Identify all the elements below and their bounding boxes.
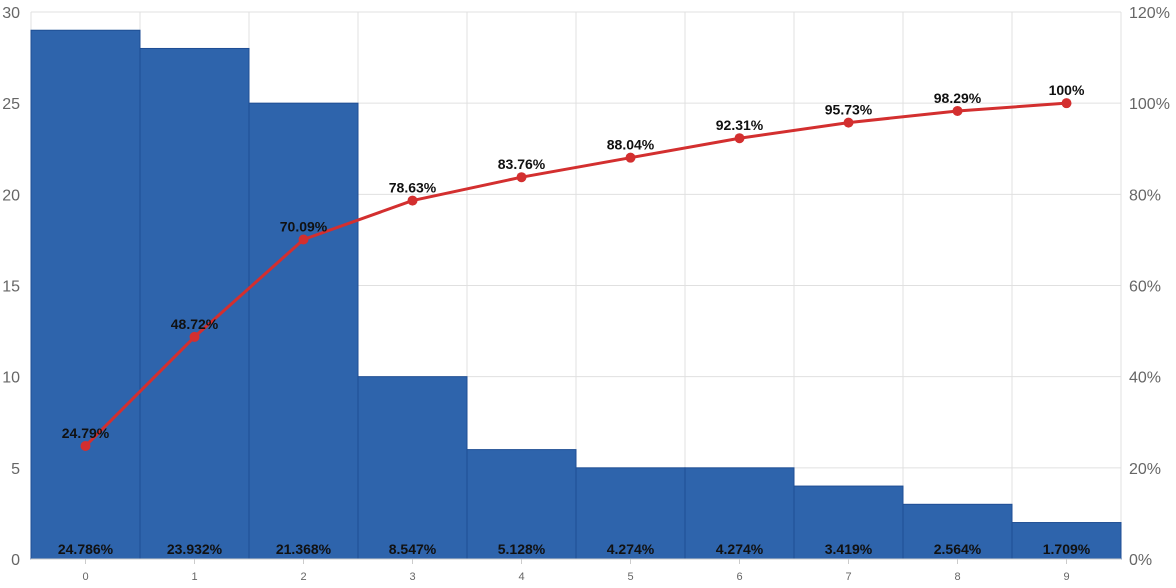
y-right-tick-label: 100% bbox=[1129, 96, 1170, 113]
cumulative-point bbox=[952, 105, 963, 116]
cumulative-point bbox=[734, 133, 745, 144]
y-left-tick-label: 10 bbox=[2, 370, 20, 387]
y-left-tick-label: 0 bbox=[11, 552, 20, 569]
y-left-tick-label: 25 bbox=[2, 96, 20, 113]
cumulative-data-label: 100% bbox=[1049, 82, 1085, 98]
cumulative-data-label: 98.29% bbox=[934, 90, 982, 106]
y-right-tick-label: 60% bbox=[1129, 279, 1161, 296]
y-right-tick-label: 80% bbox=[1129, 187, 1161, 204]
x-tick-label: 3 bbox=[409, 571, 415, 583]
cumulative-data-label: 78.63% bbox=[389, 180, 437, 196]
bar-data-label: 3.419% bbox=[825, 541, 873, 557]
cumulative-data-label: 95.73% bbox=[825, 102, 873, 118]
bar-data-label: 24.786% bbox=[58, 541, 114, 557]
x-tick-label: 4 bbox=[518, 571, 524, 583]
cumulative-point bbox=[1061, 98, 1072, 109]
cumulative-data-label: 83.76% bbox=[498, 156, 546, 172]
cumulative-data-label: 48.72% bbox=[171, 316, 219, 332]
bar-data-label: 21.368% bbox=[276, 541, 332, 557]
cumulative-line-series bbox=[80, 98, 1072, 451]
x-tick-label: 8 bbox=[954, 571, 960, 583]
bar-data-label: 2.564% bbox=[934, 541, 982, 557]
cumulative-data-label: 24.79% bbox=[62, 425, 110, 441]
x-tick-label: 0 bbox=[82, 571, 88, 583]
cumulative-point bbox=[843, 117, 854, 128]
cumulative-data-label: 92.31% bbox=[716, 117, 764, 133]
x-tick-label: 1 bbox=[191, 571, 197, 583]
x-tick-label: 9 bbox=[1063, 571, 1069, 583]
bar-data-label: 4.274% bbox=[716, 541, 764, 557]
bar-5 bbox=[575, 467, 686, 560]
cumulative-point bbox=[298, 234, 309, 245]
cumulative-point bbox=[407, 195, 418, 206]
bar-6 bbox=[684, 467, 795, 560]
x-tick-label: 6 bbox=[736, 571, 742, 583]
axes: 0 5 10 15 20 25 30 0% 20% 40% 60% 80% 100% 120% 0 1 2 3 4 5… bbox=[2, 5, 1170, 583]
cumulative-point bbox=[80, 440, 91, 451]
cumulative-point bbox=[189, 331, 200, 342]
x-tick-label: 7 bbox=[845, 571, 851, 583]
cumulative-line bbox=[84, 101, 1067, 448]
x-tick-label: 5 bbox=[627, 571, 633, 583]
y-right-tick-label: 120% bbox=[1129, 5, 1170, 22]
y-left-tick-label: 15 bbox=[2, 279, 20, 296]
bar-data-label: 5.128% bbox=[498, 541, 546, 557]
cumulative-data-label: 88.04% bbox=[607, 137, 655, 153]
y-right-tick-label: 40% bbox=[1129, 370, 1161, 387]
y-right-tick-label: 20% bbox=[1129, 461, 1161, 478]
cumulative-point bbox=[625, 152, 636, 163]
y-left-tick-label: 5 bbox=[11, 461, 20, 478]
x-tick-label: 2 bbox=[300, 571, 306, 583]
bar-2 bbox=[248, 102, 359, 560]
bar-3 bbox=[357, 376, 468, 560]
bar-0 bbox=[30, 29, 141, 560]
y-left-tick-label: 30 bbox=[2, 5, 20, 22]
cumulative-data-label: 70.09% bbox=[280, 219, 328, 235]
bar-data-label: 4.274% bbox=[607, 541, 655, 557]
cumulative-point bbox=[516, 172, 527, 183]
y-right-tick-label: 0% bbox=[1129, 552, 1152, 569]
bar-7 bbox=[793, 485, 904, 560]
bar-9 bbox=[1011, 522, 1122, 560]
data-labels: 24.786% 23.932% 21.368% 8.547% 5.128% 4.274% 4… bbox=[58, 82, 1091, 557]
bar-series bbox=[30, 29, 1122, 560]
bar-data-label: 1.709% bbox=[1043, 541, 1091, 557]
bar-data-label: 8.547% bbox=[389, 541, 437, 557]
bar-data-label: 23.932% bbox=[167, 541, 223, 557]
y-left-tick-label: 20 bbox=[2, 187, 20, 204]
